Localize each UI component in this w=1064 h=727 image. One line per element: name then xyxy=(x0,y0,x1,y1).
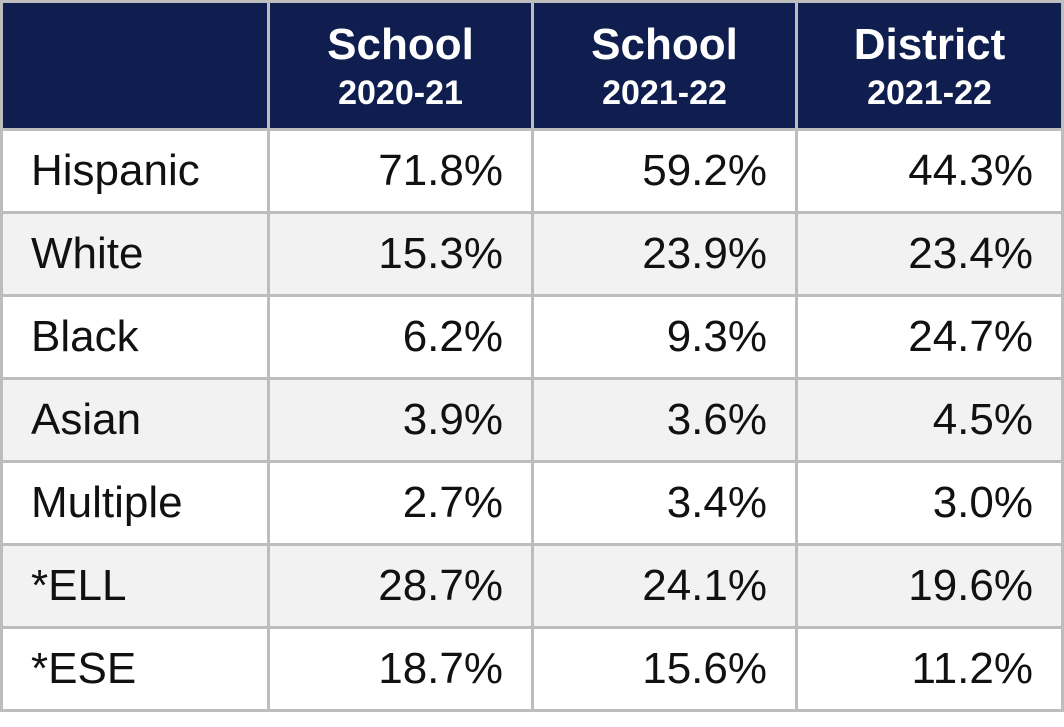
column-title: District xyxy=(853,19,1006,69)
row-label: White xyxy=(0,211,270,297)
table-row: *ESE 18.7% 15.6% 11.2% xyxy=(0,626,1064,712)
value-cell: 3.4% xyxy=(531,460,798,546)
column-header: School 2021-22 xyxy=(531,0,798,131)
header-row: School 2020-21 School 2021-22 District 2021-2… xyxy=(0,0,1064,131)
table-row: Multiple 2.7% 3.4% 3.0% xyxy=(0,460,1064,546)
value-cell: 15.3% xyxy=(267,211,534,297)
value-cell: 23.9% xyxy=(531,211,798,297)
table-row: Black 6.2% 9.3% 24.7% xyxy=(0,294,1064,380)
table-row: White 15.3% 23.9% 23.4% xyxy=(0,211,1064,297)
value-cell: 11.2% xyxy=(795,626,1064,712)
row-label: Multiple xyxy=(0,460,270,546)
value-cell: 2.7% xyxy=(267,460,534,546)
value-cell: 3.0% xyxy=(795,460,1064,546)
row-label: Black xyxy=(0,294,270,380)
row-label: *ESE xyxy=(0,626,270,712)
value-cell: 23.4% xyxy=(795,211,1064,297)
value-cell: 24.1% xyxy=(531,543,798,629)
value-cell: 71.8% xyxy=(267,128,534,214)
value-cell: 9.3% xyxy=(531,294,798,380)
table-row: *ELL 28.7% 24.1% 19.6% xyxy=(0,543,1064,629)
column-title: School xyxy=(327,19,474,69)
value-cell: 3.9% xyxy=(267,377,534,463)
table-body: Hispanic 71.8% 59.2% 44.3% White 15.3% 23.9% 23… xyxy=(0,128,1064,712)
value-cell: 18.7% xyxy=(267,626,534,712)
table-header: School 2020-21 School 2021-22 District 2021-2… xyxy=(0,0,1064,131)
column-period: 2021-22 xyxy=(867,73,992,112)
value-cell: 15.6% xyxy=(531,626,798,712)
corner-cell xyxy=(0,0,270,131)
value-cell: 3.6% xyxy=(531,377,798,463)
row-label: Hispanic xyxy=(0,128,270,214)
column-period: 2020-21 xyxy=(338,73,463,112)
value-cell: 28.7% xyxy=(267,543,534,629)
table-row: Asian 3.9% 3.6% 4.5% xyxy=(0,377,1064,463)
value-cell: 19.6% xyxy=(795,543,1064,629)
column-header: School 2020-21 xyxy=(267,0,534,131)
column-period: 2021-22 xyxy=(602,73,727,112)
value-cell: 59.2% xyxy=(531,128,798,214)
value-cell: 4.5% xyxy=(795,377,1064,463)
column-title: School xyxy=(591,19,738,69)
demographics-table: School 2020-21 School 2021-22 District 2021-2… xyxy=(0,0,1064,712)
row-label: Asian xyxy=(0,377,270,463)
column-header: District 2021-22 xyxy=(795,0,1064,131)
value-cell: 24.7% xyxy=(795,294,1064,380)
row-label: *ELL xyxy=(0,543,270,629)
table-row: Hispanic 71.8% 59.2% 44.3% xyxy=(0,128,1064,214)
value-cell: 44.3% xyxy=(795,128,1064,214)
value-cell: 6.2% xyxy=(267,294,534,380)
